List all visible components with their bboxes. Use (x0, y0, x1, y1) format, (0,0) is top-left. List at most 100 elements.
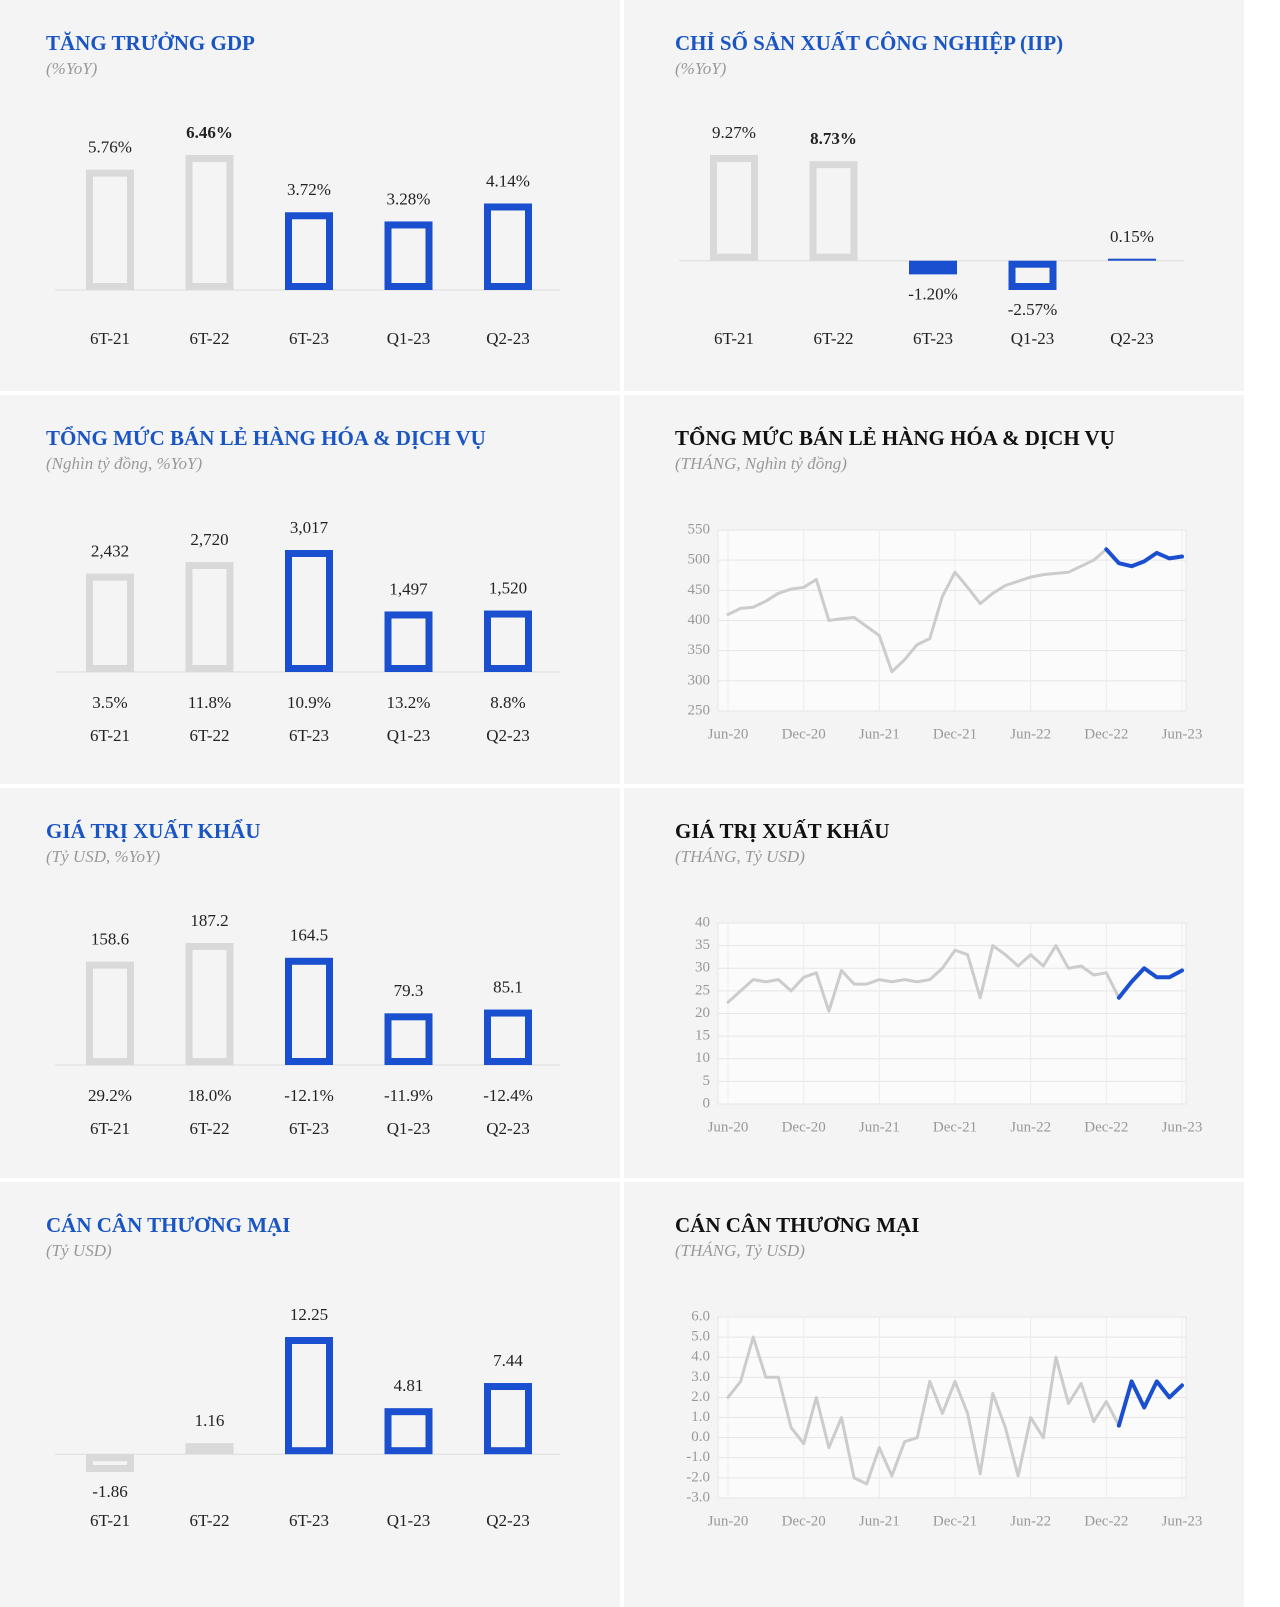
chart-panel: CÁN CÂN THƯƠNG MẠI (THÁNG, Tỷ USD) -3.0 -2.… (624, 1182, 1244, 1607)
x-tick-label: Q1-23 (387, 1511, 430, 1530)
bar (285, 1337, 333, 1455)
growth-label: -11.9% (384, 1086, 433, 1105)
x-tick-label: Jun-23 (1162, 1513, 1203, 1529)
x-tick-label: Dec-22 (1084, 1119, 1128, 1135)
growth-label: 13.2% (387, 693, 431, 712)
y-tick-label: 500 (688, 552, 711, 568)
chart-panel: TỔNG MỨC BÁN LẺ HÀNG HÓA & DỊCH VỤ (THÁNG… (624, 395, 1244, 784)
value-label: 12.25 (290, 1305, 328, 1324)
value-label: 79.3 (394, 981, 424, 1000)
x-tick-label: Jun-20 (708, 1513, 749, 1529)
x-tick-label: Dec-20 (782, 726, 826, 742)
x-tick-label: Jun-20 (708, 726, 749, 742)
bar (484, 1009, 532, 1066)
value-label: 164.5 (290, 926, 328, 945)
y-tick-label: 450 (688, 582, 711, 598)
chart-panel: TỔNG MỨC BÁN LẺ HÀNG HÓA & DỊCH VỤ (Nghìn… (0, 395, 620, 784)
bar (185, 1443, 234, 1455)
y-tick-label: 550 (688, 521, 711, 537)
x-tick-label: Dec-21 (933, 726, 977, 742)
chart-subtitle: (THÁNG, Tỷ USD) (675, 847, 805, 866)
growth-label: 29.2% (88, 1086, 132, 1105)
chart-panel: GIÁ TRỊ XUẤT KHẨU (Tỷ USD, %YoY) 158.6 29.2… (0, 788, 620, 1178)
bar (86, 961, 134, 1065)
x-tick-label: Dec-22 (1084, 1513, 1128, 1529)
y-tick-label: 6.0 (691, 1308, 710, 1324)
bar (185, 562, 234, 673)
chart-subtitle: (THÁNG, Tỷ USD) (675, 1241, 805, 1260)
x-tick-label: Jun-22 (1010, 726, 1051, 742)
x-tick-label: 6T-21 (90, 1511, 130, 1530)
value-label: -1.20% (908, 284, 958, 303)
bar (484, 610, 532, 673)
chart-title: TĂNG TRƯỞNG GDP (46, 31, 255, 55)
y-tick-label: 0.0 (691, 1429, 710, 1445)
bar (384, 611, 433, 672)
y-tick-label: -1.0 (686, 1449, 710, 1465)
chart-subtitle: (Tỷ USD, %YoY) (46, 847, 160, 866)
bar (285, 212, 333, 290)
y-tick-label: 30 (695, 960, 710, 976)
y-tick-label: 0 (703, 1095, 711, 1111)
line-series (726, 944, 1121, 1013)
x-tick-label: Jun-22 (1010, 1513, 1051, 1529)
x-tick-label: 6T-23 (289, 1511, 329, 1530)
value-label: -1.86 (92, 1482, 127, 1501)
bar (1008, 260, 1057, 290)
chart-subtitle: (Tỷ USD) (46, 1241, 112, 1260)
chart-panel: GIÁ TRỊ XUẤT KHẨU (THÁNG, Tỷ USD) 0 5 10 15 20… (624, 788, 1244, 1178)
value-label: 1.16 (195, 1411, 225, 1430)
bar (86, 573, 134, 672)
y-tick-label: 4.0 (691, 1349, 710, 1365)
line-series (1116, 966, 1184, 1000)
value-label: 7.44 (493, 1351, 523, 1370)
x-tick-label: Q1-23 (387, 726, 430, 745)
x-tick-label: 6T-23 (289, 1119, 329, 1138)
bar (384, 1013, 433, 1065)
x-tick-label: 6T-21 (90, 726, 130, 745)
x-tick-label: Dec-22 (1084, 726, 1128, 742)
line-series (726, 547, 1108, 674)
x-tick-label: 6T-22 (190, 726, 230, 745)
plot-area (717, 1316, 1187, 1499)
bar (484, 1383, 532, 1455)
value-label: 85.1 (493, 977, 523, 996)
growth-label: -12.1% (284, 1086, 334, 1105)
y-tick-label: 300 (688, 672, 711, 688)
bar (86, 169, 134, 290)
bar (484, 203, 532, 290)
value-label: 158.6 (91, 930, 129, 949)
chart-subtitle: (%YoY) (46, 59, 98, 78)
x-tick-label: Q2-23 (486, 1511, 529, 1530)
chart-subtitle: (THÁNG, Nghìn tỷ đồng) (675, 454, 847, 473)
y-tick-label: 1.0 (691, 1409, 710, 1425)
line-series (1116, 1379, 1184, 1428)
x-tick-label: 6T-22 (814, 329, 854, 348)
x-tick-label: Q1-23 (387, 329, 430, 348)
chart-title: CÁN CÂN THƯƠNG MẠI (46, 1213, 290, 1237)
bar (809, 161, 858, 261)
chart-panel: CHỈ SỐ SẢN XUẤT CÔNG NGHIỆP (IIP) (%YoY) 9… (624, 0, 1244, 391)
bar (1108, 258, 1156, 261)
y-tick-label: 2.0 (691, 1389, 710, 1405)
chart-title: CHỈ SỐ SẢN XUẤT CÔNG NGHIỆP (IIP) (675, 31, 1063, 55)
value-label: 187.2 (190, 911, 228, 930)
chart-title: TỔNG MỨC BÁN LẺ HÀNG HÓA & DỊCH VỤ (46, 426, 486, 450)
line-series (1104, 547, 1184, 569)
x-tick-label: Q2-23 (1110, 329, 1153, 348)
y-tick-label: 5.0 (691, 1329, 710, 1345)
x-tick-label: Q2-23 (486, 1119, 529, 1138)
bar (384, 221, 433, 290)
bar (185, 155, 234, 290)
x-tick-label: Jun-21 (859, 726, 900, 742)
x-tick-label: Dec-21 (933, 1513, 977, 1529)
bar (86, 1454, 134, 1472)
x-tick-label: 6T-23 (289, 726, 329, 745)
x-tick-label: Q2-23 (486, 329, 529, 348)
y-tick-label: 40 (695, 914, 710, 930)
bar (285, 550, 333, 672)
chart-title: GIÁ TRỊ XUẤT KHẨU (46, 819, 261, 843)
x-tick-label: Jun-23 (1162, 1119, 1203, 1135)
x-tick-label: 6T-22 (190, 1511, 230, 1530)
chart-subtitle: (Nghìn tỷ đồng, %YoY) (46, 454, 203, 473)
